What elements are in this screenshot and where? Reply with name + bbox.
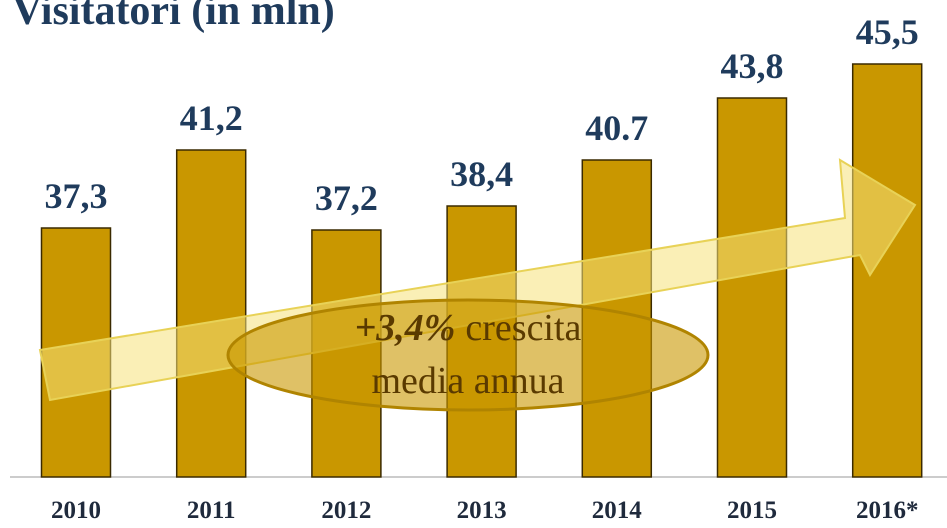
x-tick-label: 2011 bbox=[187, 497, 236, 524]
value-label: 38,4 bbox=[450, 154, 513, 194]
x-tick-label: 2012 bbox=[321, 497, 371, 524]
value-label: 37,2 bbox=[315, 178, 378, 218]
annotation-line2: media annua bbox=[371, 360, 564, 402]
value-label: 37,3 bbox=[45, 176, 108, 216]
x-tick-label: 2014 bbox=[592, 497, 643, 524]
bar bbox=[718, 98, 787, 477]
value-label: 43,8 bbox=[721, 46, 784, 86]
annotation-text: crescita bbox=[465, 307, 581, 349]
value-label: 41,2 bbox=[180, 98, 243, 138]
x-tick-label: 2016* bbox=[856, 497, 919, 524]
x-tick-label: 2015 bbox=[727, 497, 777, 524]
x-tick-label: 2013 bbox=[457, 497, 507, 524]
bar bbox=[853, 64, 922, 477]
annotation-line1: +3,4%crescita bbox=[355, 307, 582, 349]
chart: Visitatori (in mln) 37,3 2010 41,2 2011 37,2… bbox=[0, 0, 947, 528]
annotation-highlight: +3,4% bbox=[355, 307, 456, 349]
chart-title: Visitatori (in mln) bbox=[12, 0, 335, 34]
value-label: 40.7 bbox=[585, 108, 648, 148]
value-label: 45,5 bbox=[856, 12, 919, 52]
x-tick-label: 2010 bbox=[51, 497, 101, 524]
bar bbox=[177, 150, 246, 477]
